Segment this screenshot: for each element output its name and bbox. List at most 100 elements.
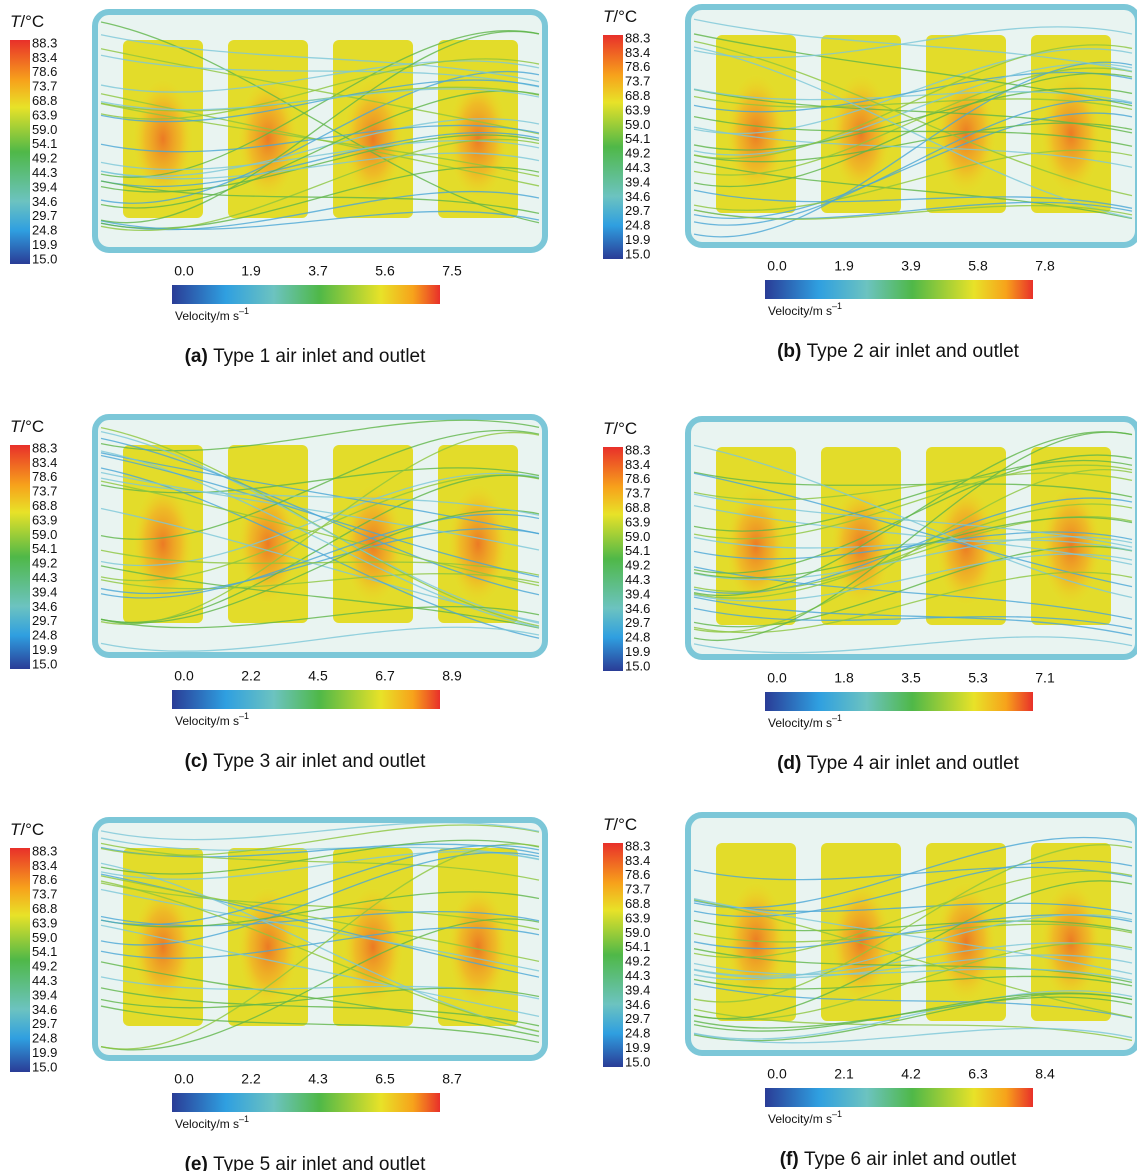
temperature-tick-label: 78.6 — [625, 867, 650, 882]
velocity-label-text: Velocity/m s — [175, 309, 239, 323]
velocity-tick-label: 8.7 — [442, 1071, 462, 1087]
temperature-tick-label: 15.0 — [625, 658, 650, 673]
temperature-tick-label: 44.3 — [625, 160, 650, 175]
temperature-tick-label: 78.6 — [32, 64, 57, 79]
temperature-tick-label: 44.3 — [32, 973, 57, 988]
velocity-tick-label: 4.3 — [308, 1071, 328, 1087]
caption-text: Type 2 air inlet and outlet — [807, 341, 1020, 362]
temperature-tick-label: 63.9 — [625, 102, 650, 117]
temperature-tick-label: 34.6 — [625, 189, 650, 204]
temperature-tick-label: 34.6 — [32, 194, 57, 209]
temperature-unit: /°C — [20, 820, 44, 839]
velocity-tick-label: 0.0 — [174, 668, 194, 684]
temperature-colorbar — [10, 40, 30, 264]
hot-spot — [133, 79, 193, 199]
temperature-tick-label: 34.6 — [32, 599, 57, 614]
caption: (b) Type 2 air inlet and outlet — [777, 341, 1020, 362]
velocity-tick-label: 7.1 — [1035, 670, 1055, 686]
temperature-colorbar — [10, 445, 30, 669]
temperature-tick-label: 29.7 — [32, 613, 57, 628]
caption-text: Type 5 air inlet and outlet — [213, 1154, 426, 1171]
velocity-tick-label: 1.8 — [834, 670, 854, 686]
caption-letter: (d) — [777, 753, 801, 774]
flow-field — [688, 419, 1137, 657]
temperature-tick-label: 63.9 — [625, 514, 650, 529]
temperature-tick-label: 29.7 — [625, 615, 650, 630]
velocity-tick-label: 0.0 — [174, 1071, 194, 1087]
temperature-tick-label: 54.1 — [625, 543, 650, 558]
caption: (d) Type 4 air inlet and outlet — [777, 753, 1020, 774]
temperature-tick-label: 88.3 — [625, 838, 650, 853]
velocity-label-text: Velocity/m s — [768, 1112, 832, 1126]
temperature-tick-label: 29.7 — [625, 203, 650, 218]
velocity-tick-label: 7.8 — [1035, 258, 1055, 274]
panel: T/°C88.383.478.673.768.863.959.054.149.2… — [10, 12, 545, 367]
velocity-tick-label: 6.5 — [375, 1071, 395, 1087]
velocity-label-exponent: –1 — [239, 711, 249, 721]
temperature-tick-label: 54.1 — [625, 131, 650, 146]
temperature-label: T/°C — [10, 417, 44, 436]
velocity-colorbar — [172, 1093, 440, 1112]
temperature-label: T/°C — [603, 815, 637, 834]
velocity-tick-label: 4.2 — [901, 1066, 921, 1082]
panel: T/°C88.383.478.673.768.863.959.054.149.2… — [10, 417, 545, 772]
temperature-tick-label: 73.7 — [625, 882, 650, 897]
temperature-tick-label: 88.3 — [32, 440, 57, 455]
velocity-label-text: Velocity/m s — [768, 304, 832, 318]
temperature-unit: /°C — [613, 815, 637, 834]
caption: (c) Type 3 air inlet and outlet — [185, 751, 427, 772]
temperature-tick-label: 15.0 — [32, 251, 57, 266]
temperature-tick-label: 59.0 — [625, 529, 650, 544]
temperature-tick-label: 68.8 — [32, 498, 57, 513]
temperature-tick-label: 39.4 — [32, 179, 57, 194]
velocity-tick-label: 2.2 — [241, 668, 261, 684]
temperature-tick-label: 54.1 — [625, 939, 650, 954]
temperature-tick-label: 78.6 — [625, 59, 650, 74]
temperature-tick-label: 19.9 — [625, 1040, 650, 1055]
temperature-tick-label: 59.0 — [32, 122, 57, 137]
temperature-tick-label: 39.4 — [625, 174, 650, 189]
temperature-tick-label: 68.8 — [625, 88, 650, 103]
temperature-tick-label: 44.3 — [32, 570, 57, 585]
temperature-tick-label: 29.7 — [625, 1011, 650, 1026]
velocity-tick-label: 6.7 — [375, 668, 395, 684]
velocity-tick-label: 5.3 — [968, 670, 988, 686]
hot-spot — [1041, 882, 1101, 1002]
temperature-tick-label: 24.8 — [32, 1031, 57, 1046]
velocity-label: Velocity/m s–1 — [768, 301, 842, 318]
temperature-tick-label: 19.9 — [625, 232, 650, 247]
temperature-tick-label: 24.8 — [32, 628, 57, 643]
temperature-tick-label: 59.0 — [625, 925, 650, 940]
temperature-tick-label: 15.0 — [32, 1059, 57, 1074]
temperature-tick-label: 15.0 — [32, 656, 57, 671]
panel: T/°C88.383.478.673.768.863.959.054.149.2… — [10, 820, 545, 1171]
velocity-colorbar — [765, 1088, 1033, 1107]
caption-letter: (c) — [185, 751, 208, 772]
caption-letter: (a) — [185, 346, 208, 367]
temperature-unit: /°C — [613, 7, 637, 26]
caption: (a) Type 1 air inlet and outlet — [185, 346, 427, 367]
caption-letter: (e) — [185, 1154, 208, 1171]
temperature-tick-label: 63.9 — [32, 915, 57, 930]
velocity-tick-label: 5.8 — [968, 258, 988, 274]
velocity-tick-label: 3.7 — [308, 263, 328, 279]
temperature-label: T/°C — [10, 12, 44, 31]
temperature-tick-label: 59.0 — [625, 117, 650, 132]
hot-spot — [936, 882, 996, 1002]
hot-spot — [133, 887, 193, 1007]
velocity-tick-label: 0.0 — [767, 670, 787, 686]
temperature-label: T/°C — [603, 7, 637, 26]
flow-field — [688, 815, 1137, 1053]
velocity-tick-label: 3.5 — [901, 670, 921, 686]
velocity-colorbar — [765, 692, 1033, 711]
temperature-tick-label: 88.3 — [625, 30, 650, 45]
temperature-tick-label: 68.8 — [625, 500, 650, 515]
temperature-colorbar — [603, 35, 623, 259]
caption-text: Type 1 air inlet and outlet — [213, 346, 426, 367]
caption-letter: (b) — [777, 341, 801, 362]
temperature-tick-label: 49.2 — [625, 146, 650, 161]
temperature-tick-label: 83.4 — [32, 455, 57, 470]
velocity-label: Velocity/m s–1 — [175, 306, 249, 323]
temperature-tick-label: 59.0 — [32, 930, 57, 945]
temperature-tick-label: 24.8 — [625, 630, 650, 645]
